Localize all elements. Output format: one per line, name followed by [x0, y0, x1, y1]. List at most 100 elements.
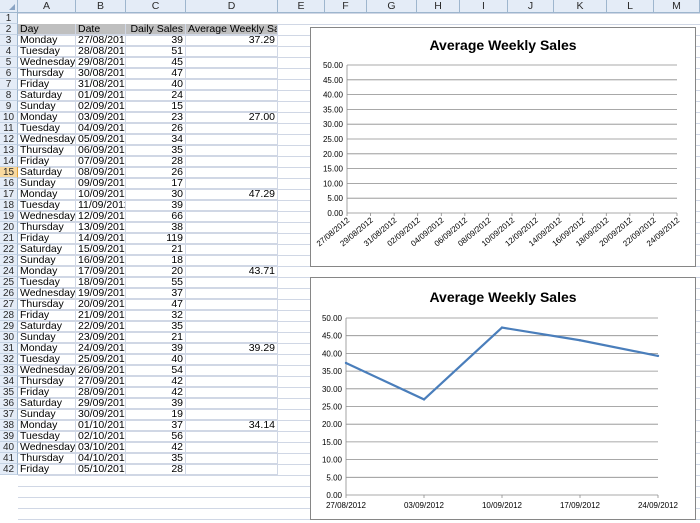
row-header[interactable]: 8 — [0, 90, 18, 101]
column-header-b[interactable]: B — [76, 0, 126, 13]
cell-average-weekly-sales[interactable] — [186, 79, 278, 90]
cell-daily-sales[interactable]: 26 — [126, 167, 186, 178]
cell-average-weekly-sales[interactable]: 27.00 — [186, 112, 278, 123]
cell-date[interactable]: 02/09/2012 — [76, 101, 126, 112]
cell-date[interactable]: 28/08/2012 — [76, 46, 126, 57]
cell-date[interactable]: 28/09/2012 — [76, 387, 126, 398]
cell-average-weekly-sales[interactable] — [186, 431, 278, 442]
cell-daily-sales[interactable]: 56 — [126, 431, 186, 442]
cell-date[interactable]: 05/09/2012 — [76, 134, 126, 145]
row-header[interactable]: 42 — [0, 464, 18, 475]
cell-date[interactable]: 05/10/2012 — [76, 464, 126, 475]
header-cell-date[interactable]: Date — [76, 24, 126, 35]
cell-average-weekly-sales[interactable] — [186, 233, 278, 244]
row-header[interactable]: 30 — [0, 332, 18, 343]
cell-day[interactable]: Thursday — [18, 145, 76, 156]
cell-date[interactable]: 01/10/2012 — [76, 420, 126, 431]
cell-date[interactable]: 16/09/2012 — [76, 255, 126, 266]
cell-date[interactable]: 06/09/2012 — [76, 145, 126, 156]
cell-average-weekly-sales[interactable]: 47.29 — [186, 189, 278, 200]
cell-average-weekly-sales[interactable] — [186, 453, 278, 464]
cell-day[interactable]: Monday — [18, 35, 76, 46]
cell-daily-sales[interactable]: 42 — [126, 442, 186, 453]
cell-average-weekly-sales[interactable] — [186, 310, 278, 321]
cell-day[interactable]: Sunday — [18, 178, 76, 189]
cell-date[interactable]: 09/09/2012 — [76, 178, 126, 189]
row-header[interactable]: 5 — [0, 57, 18, 68]
cell-average-weekly-sales[interactable] — [186, 244, 278, 255]
cell-date[interactable]: 18/09/2012 — [76, 277, 126, 288]
cell-daily-sales[interactable]: 17 — [126, 178, 186, 189]
cell-average-weekly-sales[interactable] — [186, 46, 278, 57]
row-header[interactable]: 35 — [0, 387, 18, 398]
row-header[interactable]: 9 — [0, 101, 18, 112]
cell-day[interactable]: Tuesday — [18, 200, 76, 211]
cell-average-weekly-sales[interactable] — [186, 255, 278, 266]
header-cell-daily-sales[interactable]: Daily Sales — [126, 24, 186, 35]
row-header[interactable]: 4 — [0, 46, 18, 57]
row-header[interactable]: 19 — [0, 211, 18, 222]
row-header[interactable]: 37 — [0, 409, 18, 420]
row-header[interactable]: 34 — [0, 376, 18, 387]
cell-average-weekly-sales[interactable] — [186, 145, 278, 156]
cell-date[interactable]: 13/09/2012 — [76, 222, 126, 233]
chart-average-weekly-sales[interactable]: Average Weekly Sales 0.00 5.00 10.00 15.00 2… — [310, 277, 696, 520]
cell-daily-sales[interactable]: 28 — [126, 464, 186, 475]
cell-date[interactable]: 23/09/2012 — [76, 332, 126, 343]
row-header[interactable]: 33 — [0, 365, 18, 376]
cell-day[interactable]: Thursday — [18, 68, 76, 79]
cell-date[interactable]: 04/09/2012 — [76, 123, 126, 134]
cell-date[interactable]: 02/10/2012 — [76, 431, 126, 442]
cell-average-weekly-sales[interactable]: 43.71 — [186, 266, 278, 277]
row-header[interactable]: 22 — [0, 244, 18, 255]
cell-daily-sales[interactable]: 40 — [126, 354, 186, 365]
data-point[interactable] — [500, 326, 504, 329]
cell-average-weekly-sales[interactable] — [186, 200, 278, 211]
cell-day[interactable]: Wednesday — [18, 442, 76, 453]
row-header[interactable]: 17 — [0, 189, 18, 200]
cell-average-weekly-sales[interactable]: 39.29 — [186, 343, 278, 354]
row-header[interactable]: 38 — [0, 420, 18, 431]
cell-day[interactable]: Friday — [18, 387, 76, 398]
cell-average-weekly-sales[interactable] — [186, 365, 278, 376]
cell-date[interactable]: 15/09/2012 — [76, 244, 126, 255]
cell-date[interactable]: 19/09/2012 — [76, 288, 126, 299]
cell-average-weekly-sales[interactable] — [186, 321, 278, 332]
cell-daily-sales[interactable]: 35 — [126, 145, 186, 156]
cell-daily-sales[interactable]: 47 — [126, 299, 186, 310]
cell-daily-sales[interactable]: 34 — [126, 134, 186, 145]
cell-day[interactable]: Tuesday — [18, 46, 76, 57]
cell-date[interactable]: 01/09/2012 — [76, 90, 126, 101]
cell-date[interactable]: 29/09/2012 — [76, 398, 126, 409]
row-header[interactable]: 6 — [0, 68, 18, 79]
cell-date[interactable]: 31/08/2012 — [76, 79, 126, 90]
cell-average-weekly-sales[interactable] — [186, 134, 278, 145]
cell-date[interactable]: 24/09/2012 — [76, 343, 126, 354]
cell-daily-sales[interactable]: 28 — [126, 156, 186, 167]
cell-day[interactable]: Monday — [18, 112, 76, 123]
column-header-m[interactable]: M — [654, 0, 700, 13]
cell-average-weekly-sales[interactable] — [186, 178, 278, 189]
row-header[interactable]: 24 — [0, 266, 18, 277]
cell-day[interactable]: Saturday — [18, 398, 76, 409]
cell-day[interactable]: Sunday — [18, 255, 76, 266]
row-header[interactable]: 11 — [0, 123, 18, 134]
data-point[interactable] — [344, 361, 348, 365]
cell-average-weekly-sales[interactable] — [186, 211, 278, 222]
cell-average-weekly-sales[interactable] — [186, 123, 278, 134]
cell-day[interactable]: Friday — [18, 79, 76, 90]
cell-day[interactable]: Friday — [18, 233, 76, 244]
cell-day[interactable]: Tuesday — [18, 354, 76, 365]
row-header[interactable]: 12 — [0, 134, 18, 145]
cell-day[interactable]: Tuesday — [18, 431, 76, 442]
header-cell-day[interactable]: Day — [18, 24, 76, 35]
cell-day[interactable]: Monday — [18, 189, 76, 200]
row-header[interactable]: 36 — [0, 398, 18, 409]
cell-date[interactable]: 20/09/2012 — [76, 299, 126, 310]
cell-daily-sales[interactable]: 45 — [126, 57, 186, 68]
row-header[interactable]: 16 — [0, 178, 18, 189]
chart-empty-average-weekly-sales[interactable]: Average Weekly Sales 0.00 5.00 10.00 15.00 2… — [310, 27, 696, 267]
cell-daily-sales[interactable]: 20 — [126, 266, 186, 277]
cell-day[interactable]: Thursday — [18, 453, 76, 464]
cell-daily-sales[interactable]: 39 — [126, 35, 186, 46]
